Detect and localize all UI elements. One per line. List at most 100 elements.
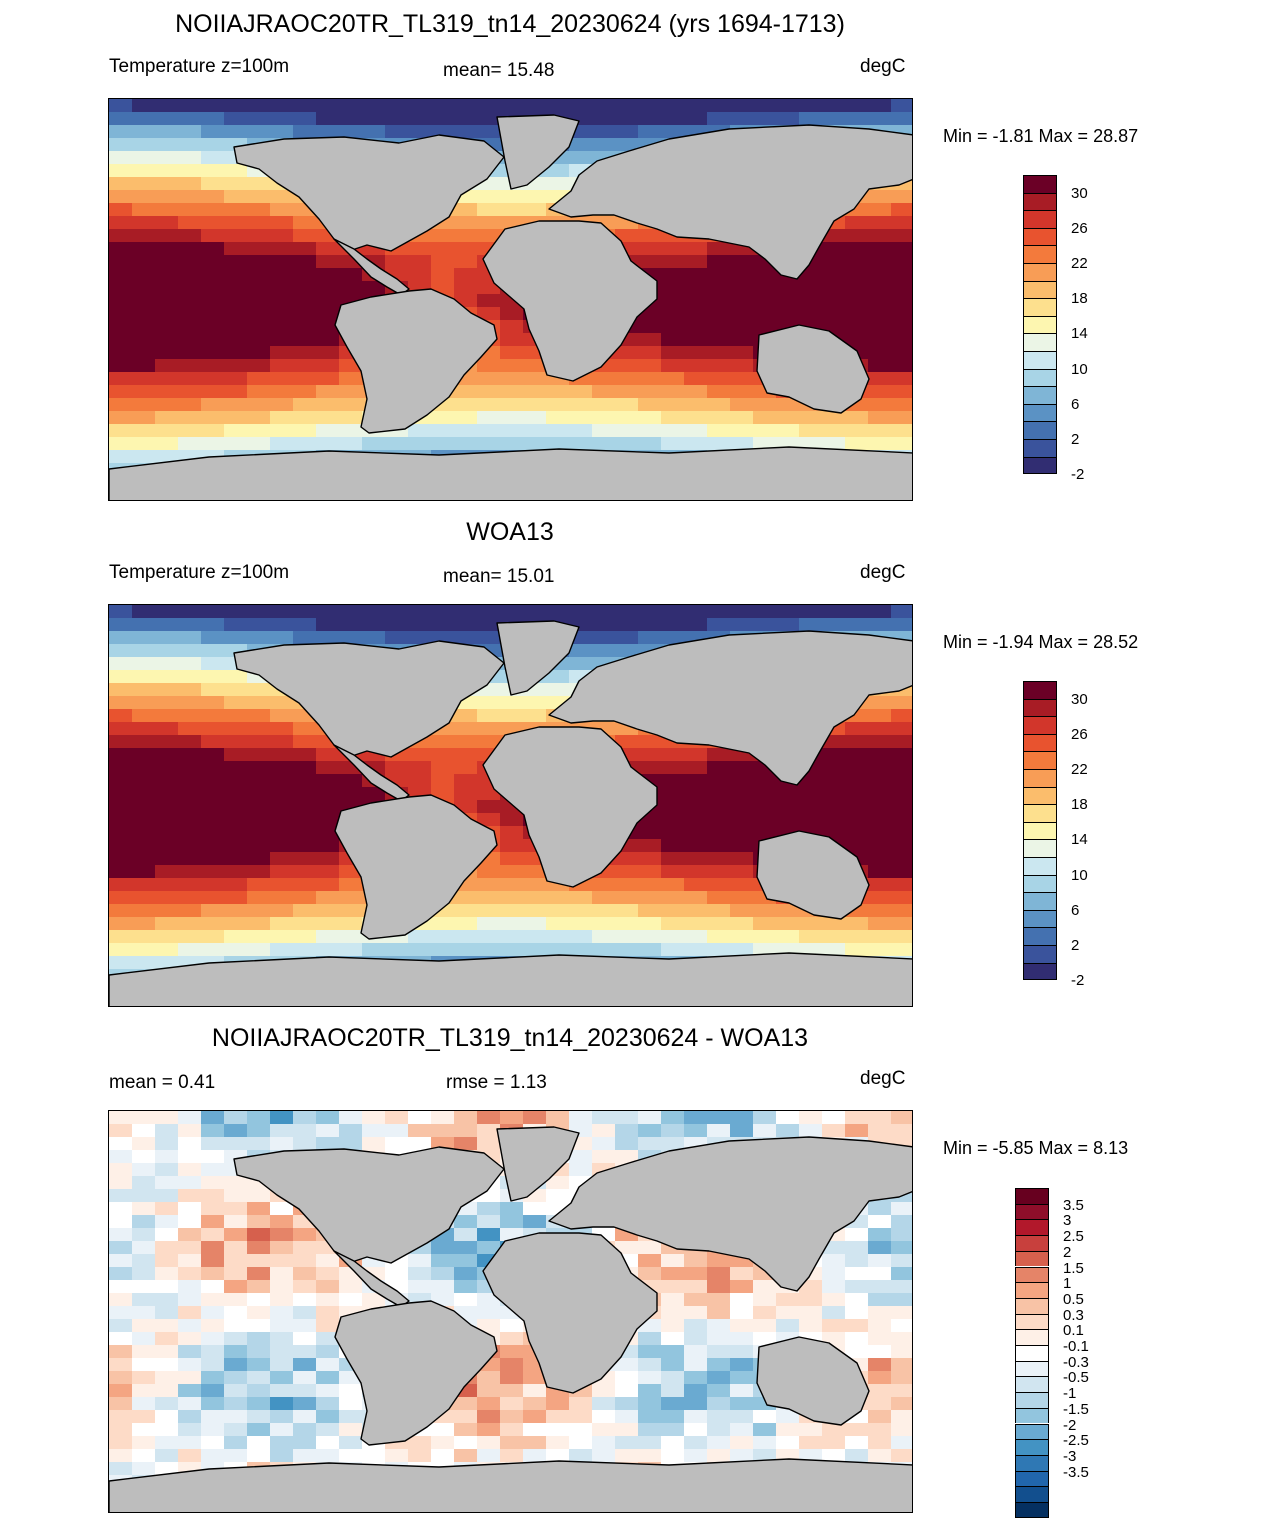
colorbar-tick-label: -0.1 — [1063, 1338, 1089, 1355]
colorbar-swatch — [1015, 1235, 1049, 1251]
colorbar-swatch — [1023, 909, 1057, 928]
mean-label: mean= 15.01 — [443, 566, 555, 587]
temperature-map — [108, 604, 913, 1007]
colorbar-tick-label: -3 — [1063, 1447, 1077, 1465]
colorbar-tick-label: 14 — [1071, 831, 1088, 849]
colorbar-swatch — [1023, 315, 1057, 334]
colorbar-swatch — [1023, 945, 1057, 963]
colorbar-swatch — [1023, 439, 1057, 457]
colorbar-swatch — [1023, 874, 1057, 893]
colorbar-swatch — [1015, 1454, 1049, 1471]
colorbar-swatch — [1015, 1329, 1049, 1345]
colorbar-tick-label: 2 — [1063, 1243, 1072, 1261]
colorbar-swatch — [1015, 1188, 1049, 1204]
variable-label: Temperature z=100m — [109, 56, 290, 77]
colorbar-swatch — [1023, 769, 1057, 787]
colorbar-tick-label: 18 — [1071, 796, 1088, 814]
colorbar-swatch — [1015, 1297, 1049, 1314]
colorbar-tick-label: -2 — [1063, 1416, 1077, 1434]
colorbar-swatch — [1015, 1486, 1049, 1502]
colorbar-swatch — [1023, 962, 1057, 981]
mean-label: mean= 15.48 — [443, 60, 555, 81]
colorbar-swatch — [1015, 1439, 1049, 1455]
colorbar-swatch — [1023, 804, 1057, 822]
colorbar-tick-label: 2.5 — [1063, 1228, 1084, 1246]
colorbar-swatch — [1023, 227, 1057, 246]
difference-map — [108, 1110, 913, 1513]
colorbar-swatch — [1015, 1282, 1049, 1298]
colorbar-tick-label: 2 — [1071, 431, 1080, 448]
colorbar-swatch — [1023, 245, 1057, 263]
colorbar-tick-label: 10 — [1071, 360, 1088, 378]
land-mask — [109, 114, 912, 500]
colorbar-swatch — [1023, 892, 1057, 910]
colorbar-swatch — [1023, 751, 1057, 769]
land-mask — [109, 1126, 912, 1512]
colorbar-tick-label: 1.5 — [1063, 1259, 1084, 1277]
temperature-map — [108, 98, 913, 501]
colorbar-tick-label: -2.5 — [1063, 1432, 1089, 1450]
colorbar-tick-label: 26 — [1071, 725, 1088, 743]
colorbar-tick-label: 3 — [1063, 1212, 1072, 1230]
units-label: degC — [860, 1068, 906, 1089]
colorbar-swatch — [1015, 1219, 1049, 1236]
colorbar-swatch — [1015, 1360, 1049, 1377]
units-label: degC — [860, 562, 906, 583]
colorbar-tick-label: 26 — [1071, 219, 1088, 237]
colorbar-tick-label: 22 — [1071, 761, 1088, 778]
colorbar-swatch — [1023, 927, 1057, 945]
colorbar-swatch — [1023, 456, 1057, 475]
colorbar-swatch — [1023, 298, 1057, 316]
colorbar-tick-label: -2 — [1071, 466, 1085, 484]
colorbar-swatch — [1023, 280, 1057, 299]
colorbar-tick-label: -3.5 — [1063, 1463, 1089, 1481]
colorbar-tick-label: 14 — [1071, 325, 1088, 343]
rmse-label: rmse = 1.13 — [446, 1072, 547, 1093]
colorbar-tick-label: -2 — [1071, 972, 1085, 990]
colorbar-swatch — [1023, 839, 1057, 857]
panel-title: WOA13 — [466, 518, 554, 546]
colorbar-swatch — [1015, 1423, 1049, 1440]
colorbar-swatch — [1015, 1345, 1049, 1361]
colorbar-swatch — [1015, 1392, 1049, 1408]
colorbar-tick-label: -0.5 — [1063, 1369, 1089, 1387]
colorbar-tick-label: -1 — [1063, 1385, 1077, 1403]
colorbar-tick-label: 30 — [1071, 690, 1088, 708]
min-max-label: Min = -1.81 Max = 28.87 — [943, 126, 1139, 146]
colorbar-swatch — [1023, 210, 1057, 228]
colorbar-tick-label: 6 — [1071, 901, 1080, 919]
variable-label: Temperature z=100m — [109, 562, 290, 583]
min-max-label: Min = -5.85 Max = 8.13 — [943, 1138, 1129, 1158]
colorbar-tick-label: -0.3 — [1063, 1353, 1089, 1371]
colorbar-swatch — [1023, 386, 1057, 404]
colorbar-swatch — [1015, 1376, 1049, 1393]
colorbar-tick-label: 0.1 — [1063, 1322, 1084, 1340]
colorbar-swatch — [1023, 821, 1057, 840]
colorbar-tick-label: -1.5 — [1063, 1400, 1089, 1418]
colorbar-swatch — [1023, 681, 1057, 699]
colorbar-tick-label: 18 — [1071, 290, 1088, 308]
colorbar-swatch — [1023, 368, 1057, 387]
colorbar-tick-label: 0.5 — [1063, 1290, 1084, 1308]
units-label: degC — [860, 56, 906, 77]
colorbar-swatch — [1023, 857, 1057, 875]
land-mask — [109, 620, 912, 1006]
mean-label: mean = 0.41 — [109, 1072, 216, 1093]
colorbar-swatch — [1015, 1407, 1049, 1424]
colorbar-swatch — [1023, 333, 1057, 351]
colorbar-tick-label: 22 — [1071, 255, 1088, 272]
colorbar-swatch — [1015, 1313, 1049, 1330]
colorbar-swatch — [1015, 1502, 1049, 1518]
colorbar-swatch — [1023, 403, 1057, 422]
colorbar-swatch — [1015, 1250, 1049, 1267]
colorbar-tick-label: 6 — [1071, 395, 1080, 413]
colorbar-tick-label: 10 — [1071, 866, 1088, 884]
colorbar-swatch — [1015, 1470, 1049, 1487]
min-max-label: Min = -1.94 Max = 28.52 — [943, 632, 1139, 652]
colorbar-swatch — [1023, 175, 1057, 193]
colorbar-swatch — [1023, 786, 1057, 805]
colorbar-swatch — [1023, 733, 1057, 752]
colorbar-swatch — [1015, 1203, 1049, 1220]
colorbar-swatch — [1015, 1266, 1049, 1283]
colorbar-tick-label: 1 — [1063, 1275, 1072, 1293]
